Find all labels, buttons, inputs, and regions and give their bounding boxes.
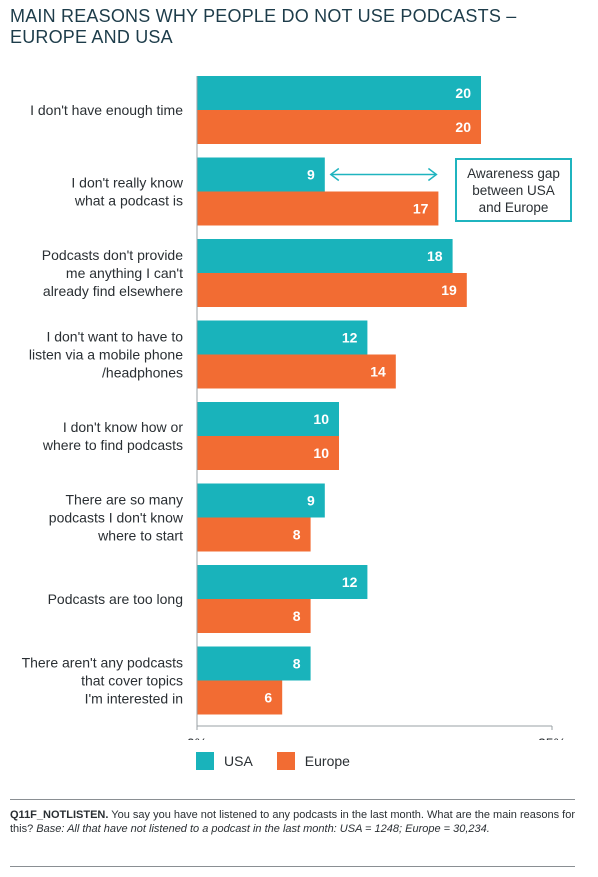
footer-question-code: Q11F_NOTLISTEN. <box>10 809 109 821</box>
footer-base: Base: All that have not listened to a po… <box>36 823 490 835</box>
data-label-europe-6: 8 <box>293 608 301 624</box>
category-label-3-line-1: listen via a mobile phone <box>29 347 183 363</box>
callout-line-1: Awareness gap <box>467 166 560 181</box>
category-label-1-line-0: I don't really know <box>71 175 184 191</box>
footer-top-rule <box>10 799 575 800</box>
legend-item-europe: Europe <box>276 752 350 770</box>
gap-arrowhead-right <box>427 167 438 182</box>
bar-usa-2 <box>197 239 453 273</box>
legend-swatch-europe <box>276 752 295 770</box>
category-label-2-line-0: Podcasts don't provide <box>42 247 183 263</box>
chart-title: MAIN REASONS WHY PEOPLE DO NOT USE PODCA… <box>10 6 570 48</box>
bar-usa-0 <box>197 76 481 110</box>
x-tick-label-max: 25% <box>538 735 566 740</box>
data-label-usa-2: 18 <box>427 248 443 264</box>
bar-europe-7 <box>197 680 283 715</box>
callout-line-3: and Europe <box>478 200 549 215</box>
data-label-europe-7: 6 <box>264 690 272 706</box>
data-label-europe-3: 14 <box>370 364 386 380</box>
chart-title-line-2: EUROPE AND USA <box>10 27 173 47</box>
category-label-4-line-0: I don't know how or <box>63 419 184 435</box>
footer-question-text: You say you have not listened to any pod… <box>10 809 575 835</box>
legend-label-usa: USA <box>224 753 253 769</box>
bar-usa-5 <box>197 483 325 518</box>
category-label-7-line-0: There aren't any podcasts <box>22 655 183 671</box>
category-label-3-line-2: /headphones <box>102 365 183 381</box>
bar-usa-7 <box>197 646 311 681</box>
data-label-usa-1: 9 <box>307 167 315 183</box>
category-label-7-line-1: that cover topics <box>81 673 183 689</box>
x-tick-label-0: 0% <box>187 735 207 740</box>
data-label-europe-5: 8 <box>293 527 301 543</box>
category-label-1-line-1: what a podcast is <box>74 193 183 209</box>
data-label-europe-0: 20 <box>455 119 471 135</box>
footer-note: Q11F_NOTLISTEN. You say you have not lis… <box>10 808 575 836</box>
legend: USA Europe <box>196 752 374 770</box>
gap-arrowhead-left <box>329 167 340 182</box>
data-label-usa-3: 12 <box>342 330 358 346</box>
data-label-usa-6: 12 <box>342 574 358 590</box>
legend-swatch-usa <box>196 752 214 770</box>
chart-title-line-1: MAIN REASONS WHY PEOPLE DO NOT USE PODCA… <box>10 6 517 26</box>
category-label-2-line-1: me anything I can't <box>66 265 183 281</box>
category-label-0-line-0: I don't have enough time <box>30 102 183 118</box>
category-label-2-line-2: already find elsewhere <box>43 283 183 299</box>
legend-item-usa: USA <box>196 752 253 770</box>
category-label-5-line-1: podcasts I don't know <box>49 510 184 526</box>
bar-usa-3 <box>197 320 368 355</box>
data-label-europe-2: 19 <box>441 282 457 298</box>
category-label-5-line-2: where to start <box>97 528 183 544</box>
bar-europe-5 <box>197 517 311 552</box>
bar-usa-6 <box>197 565 368 599</box>
bar-usa-4 <box>197 402 339 436</box>
bar-europe-2 <box>197 273 467 307</box>
category-label-7-line-2: I'm interested in <box>85 691 183 707</box>
data-label-europe-1: 17 <box>413 201 429 217</box>
category-label-4-line-1: where to find podcasts <box>42 437 183 453</box>
category-label-3-line-0: I don't want to have to <box>46 329 183 345</box>
data-label-usa-7: 8 <box>293 656 301 672</box>
footer-bottom-rule <box>10 866 575 867</box>
bar-europe-6 <box>197 599 311 633</box>
bar-europe-1 <box>197 191 439 226</box>
bar-europe-0 <box>197 110 481 144</box>
bar-europe-3 <box>197 354 396 389</box>
data-label-europe-4: 10 <box>313 445 329 461</box>
callout-line-2: between USA <box>472 183 555 198</box>
bar-usa-1 <box>197 157 325 192</box>
data-label-usa-5: 9 <box>307 493 315 509</box>
data-label-usa-0: 20 <box>455 85 471 101</box>
data-label-usa-4: 10 <box>313 411 329 427</box>
category-label-6-line-0: Podcasts are too long <box>48 591 183 607</box>
bar-chart: 20 20 I don't have enough time 9 17 I don't r… <box>22 76 566 740</box>
category-label-5-line-0: There are so many <box>66 492 184 508</box>
legend-label-europe: Europe <box>304 753 350 769</box>
awareness-gap-callout: Awareness gap between USA and Europe <box>455 158 572 222</box>
bar-europe-4 <box>197 436 339 470</box>
